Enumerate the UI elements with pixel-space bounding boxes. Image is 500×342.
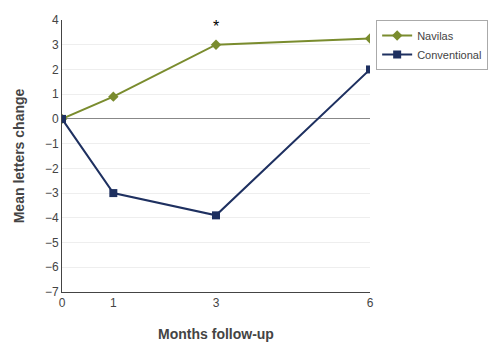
svg-text:Conventional: Conventional [417,49,481,61]
svg-text:−2: −2 [45,162,59,176]
svg-text:Mean letters change: Mean letters change [11,88,27,223]
svg-text:Months follow-up: Months follow-up [158,326,274,342]
svg-text:−3: −3 [45,186,59,200]
svg-text:2: 2 [52,63,59,77]
svg-text:−5: −5 [45,236,59,250]
svg-text:6: 6 [367,296,374,310]
svg-text:−6: −6 [45,260,59,274]
svg-text:−7: −7 [45,285,59,299]
svg-text:1: 1 [52,87,59,101]
svg-text:1: 1 [110,296,117,310]
svg-text:0: 0 [52,112,59,126]
svg-text:4: 4 [52,13,59,27]
svg-text:0: 0 [59,296,66,310]
svg-text:−1: −1 [45,137,59,151]
svg-text:Navilas: Navilas [417,30,454,42]
svg-text:−4: −4 [45,211,59,225]
svg-text:*: * [213,18,219,35]
svg-text:3: 3 [213,296,220,310]
svg-text:3: 3 [52,38,59,52]
